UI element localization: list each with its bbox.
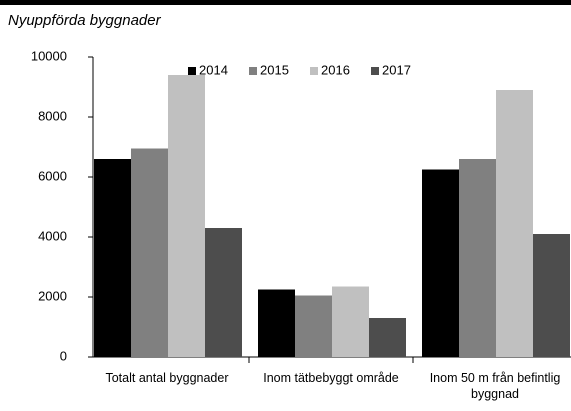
- legend-label: 2015: [260, 62, 289, 77]
- legend-swatch: [371, 67, 379, 75]
- chart-subtitle: Nyuppförda byggnader: [8, 12, 162, 29]
- bar: [94, 159, 131, 357]
- y-tick-label: 0: [60, 348, 67, 363]
- header-strip: [0, 0, 571, 5]
- bar: [533, 234, 570, 357]
- bar: [205, 228, 242, 357]
- y-tick-label: 6000: [38, 168, 67, 183]
- bar: [459, 159, 496, 357]
- y-tick-label: 2000: [38, 288, 67, 303]
- legend-swatch: [310, 67, 318, 75]
- legend-label: 2017: [382, 62, 411, 77]
- bar: [332, 286, 369, 357]
- bar: [295, 295, 332, 357]
- x-tick-label: Totalt antal byggnader: [105, 371, 229, 385]
- bar: [131, 148, 168, 357]
- legend-swatch: [188, 67, 196, 75]
- x-tick-label: Inom 50 m från befintlig byggnad: [429, 371, 561, 401]
- y-tick-label: 4000: [38, 228, 67, 243]
- bar: [422, 169, 459, 357]
- bar: [258, 289, 295, 357]
- bar: [369, 318, 406, 357]
- x-tick-label: Inom tätbebyggt område: [263, 371, 399, 385]
- bar: [168, 75, 205, 357]
- legend-swatch: [249, 67, 257, 75]
- y-tick-label: 10000: [31, 48, 67, 63]
- legend-label: 2016: [321, 62, 350, 77]
- legend-label: 2014: [199, 62, 228, 77]
- bar: [496, 90, 533, 357]
- y-tick-label: 8000: [38, 108, 67, 123]
